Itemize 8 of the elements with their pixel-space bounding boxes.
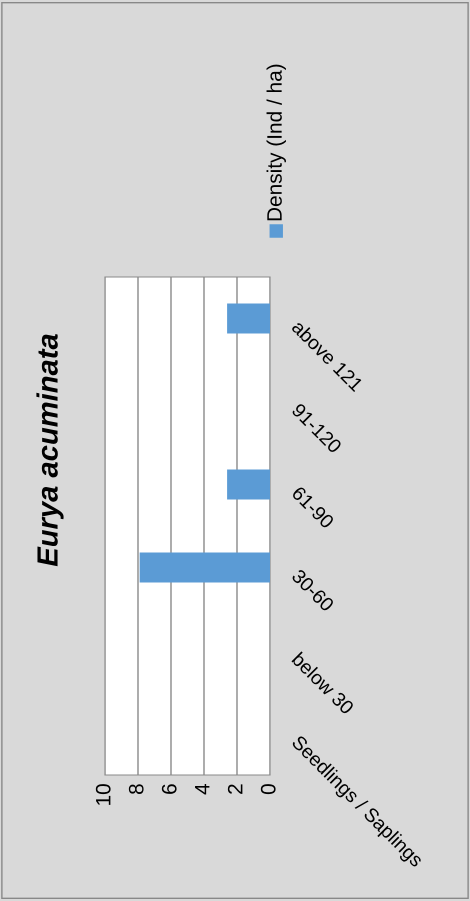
x-tick-label: 8 [128, 784, 144, 794]
x-tick-label: 2 [228, 784, 242, 794]
text: Density (Ind / ha) [266, 64, 286, 220]
x-tick-label: 6 [162, 784, 177, 794]
x-tick-label: 4 [195, 784, 210, 794]
x-tick-label: 10 [96, 784, 111, 805]
x-tick-label: 0 [260, 784, 276, 794]
text: Eurya acuminata [36, 334, 64, 566]
